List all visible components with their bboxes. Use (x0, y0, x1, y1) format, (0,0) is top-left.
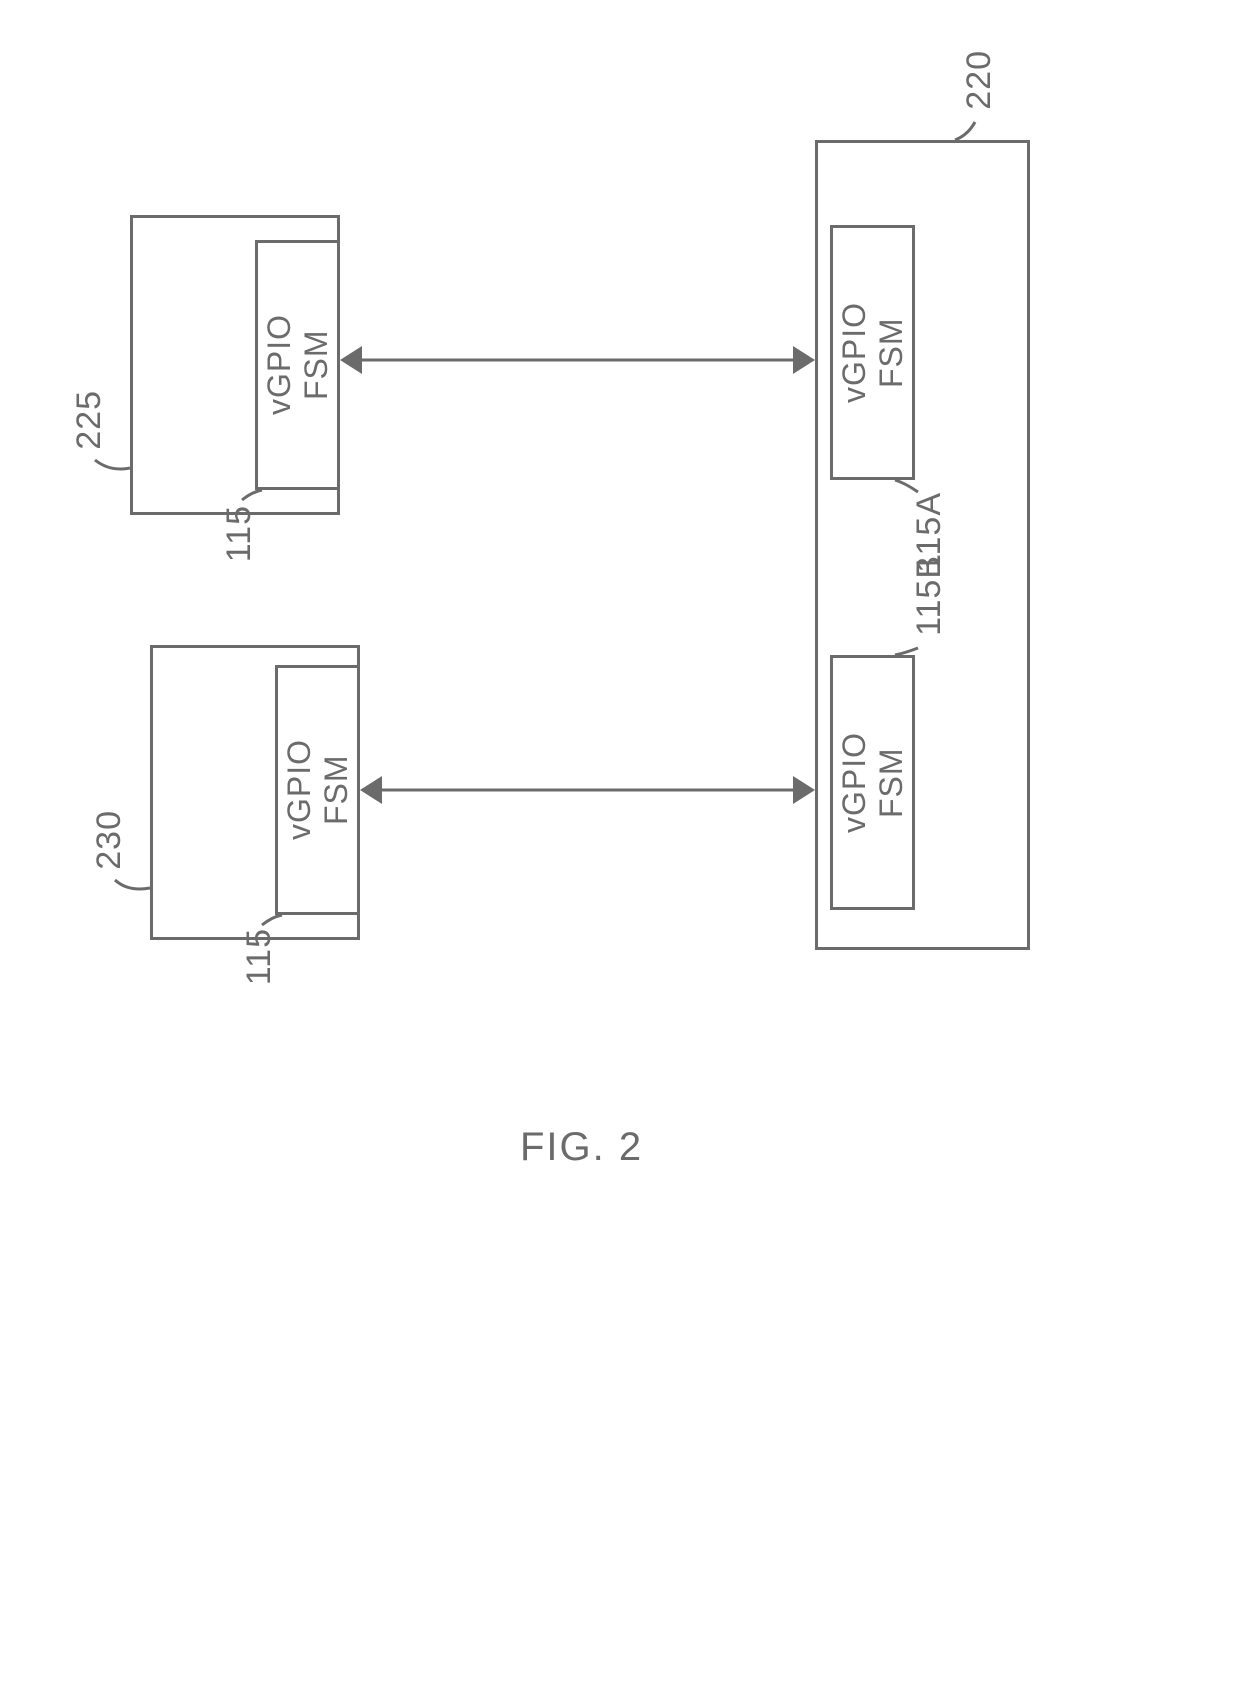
fsm-right-bottom: vGPIOFSM (830, 655, 915, 910)
fsm-right-top: vGPIOFSM (830, 225, 915, 480)
ref-220: 220 (960, 50, 999, 110)
arrow-bottom (360, 775, 815, 805)
ref-225: 225 (70, 390, 109, 450)
ref-115b: 115B (910, 555, 949, 636)
fsm-label: vGPIOFSM (281, 739, 355, 840)
figure-label: FIG. 2 (520, 1125, 643, 1170)
ref-115-lb: 115 (240, 928, 279, 985)
fsm-label: vGPIOFSM (836, 302, 910, 403)
arrow-top (340, 345, 815, 375)
fsm-label: vGPIOFSM (836, 732, 910, 833)
ref-230: 230 (90, 810, 129, 870)
fsm-left-bottom: vGPIOFSM (275, 665, 360, 915)
ref-115-lt: 115 (220, 505, 259, 562)
fsm-label: vGPIOFSM (261, 314, 335, 415)
fsm-left-top: vGPIOFSM (255, 240, 340, 490)
